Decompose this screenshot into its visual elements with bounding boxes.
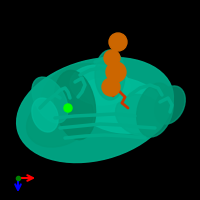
Ellipse shape	[17, 57, 173, 163]
Circle shape	[64, 104, 72, 112]
Ellipse shape	[70, 65, 130, 105]
Circle shape	[104, 50, 120, 66]
Circle shape	[106, 62, 126, 82]
Ellipse shape	[27, 93, 93, 147]
Ellipse shape	[32, 77, 68, 123]
Ellipse shape	[155, 86, 185, 124]
Ellipse shape	[75, 77, 165, 133]
Circle shape	[109, 33, 127, 51]
Circle shape	[102, 78, 120, 96]
Ellipse shape	[41, 64, 119, 126]
Ellipse shape	[95, 50, 125, 100]
Ellipse shape	[54, 70, 96, 140]
Ellipse shape	[137, 83, 173, 137]
Ellipse shape	[32, 98, 58, 132]
Ellipse shape	[116, 94, 164, 136]
